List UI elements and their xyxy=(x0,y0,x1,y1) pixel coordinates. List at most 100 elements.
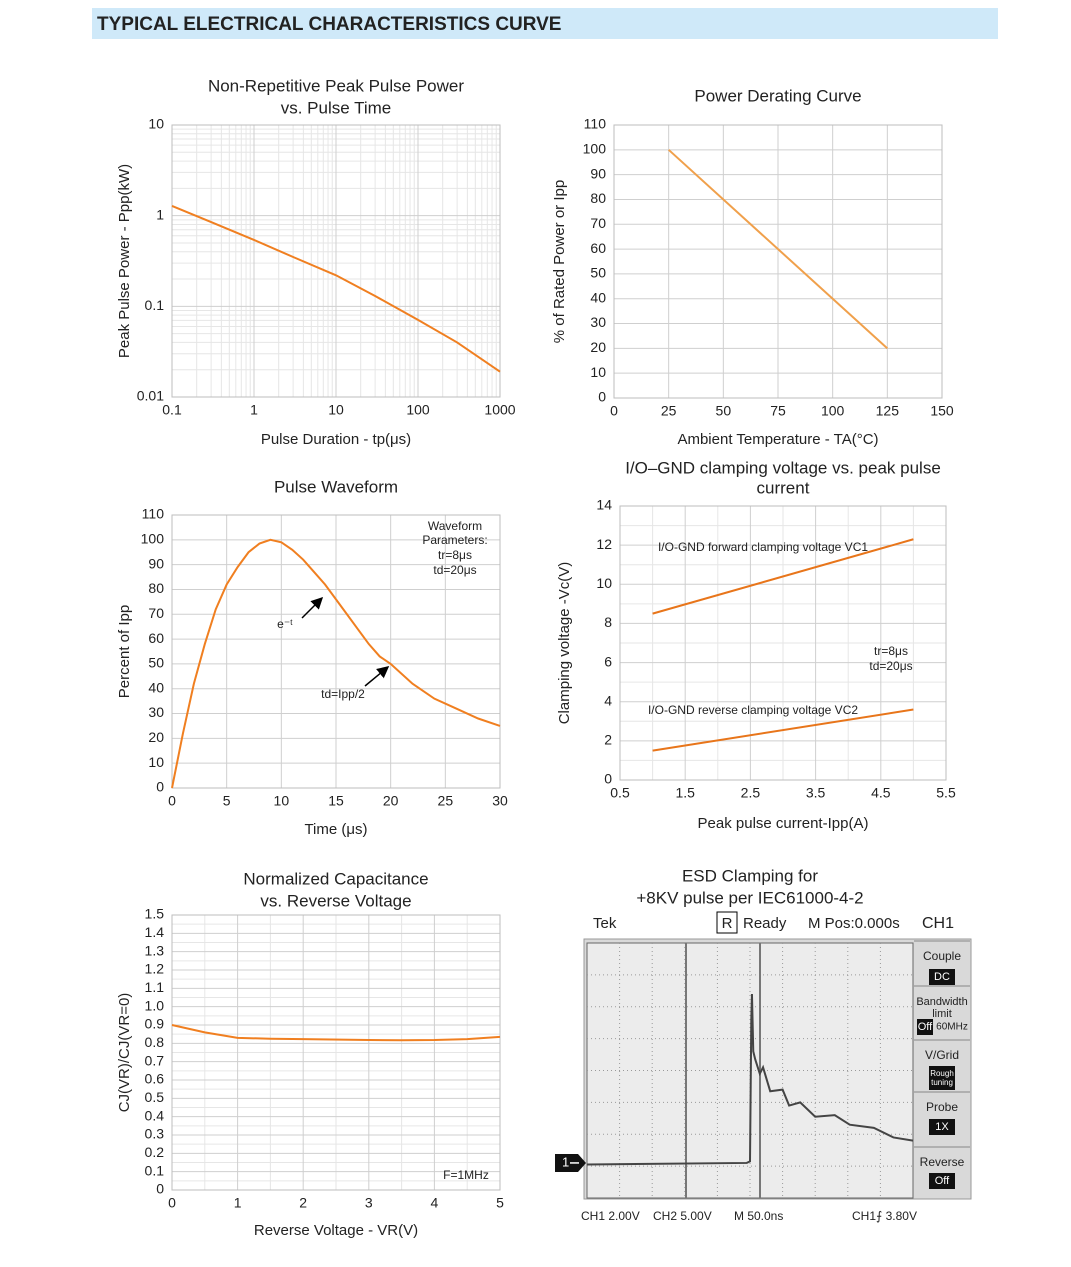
x-tick-label: 30 xyxy=(492,793,508,809)
plot-frame xyxy=(171,124,501,398)
x-tick-label: 0 xyxy=(610,403,618,419)
menu-value: 1X xyxy=(935,1121,949,1133)
y-tick-label: 0.6 xyxy=(145,1071,165,1087)
y-tick-label: 0.4 xyxy=(145,1107,165,1123)
annotation: td=20μs xyxy=(433,563,476,577)
x-tick-label: 25 xyxy=(661,403,677,419)
y-tick-label: 30 xyxy=(148,704,164,720)
x-tick-label: 4.5 xyxy=(871,785,891,801)
scope-header: Tek xyxy=(593,915,617,932)
plot-frame xyxy=(171,914,501,1191)
y-tick-label: 0.1 xyxy=(145,297,165,313)
y-tick-label: 0 xyxy=(598,389,606,405)
y-tick-label: 6 xyxy=(604,653,612,669)
menu-label: V/Grid xyxy=(925,1048,959,1062)
chart-title: Normalized Capacitance xyxy=(243,869,428,888)
y-tick-label: 20 xyxy=(148,729,164,745)
x-tick-label: 75 xyxy=(770,403,786,419)
scope-header: M Pos:0.000s xyxy=(808,915,900,932)
series-label: I/O-GND reverse clamping voltage VC2 xyxy=(648,703,858,717)
scope-footer: M 50.0ns xyxy=(734,1209,783,1223)
menu-label: Couple xyxy=(923,949,961,963)
data-line xyxy=(171,1024,501,1042)
data-line xyxy=(171,205,501,373)
menu-label: Bandwidth xyxy=(916,996,967,1008)
y-tick-label: 12 xyxy=(596,536,612,552)
y-axis-label: Peak Pulse Power - Ppp(kW) xyxy=(116,164,133,358)
y-tick-label: 1.0 xyxy=(145,997,165,1013)
y-tick-label: 1 xyxy=(156,206,164,222)
x-tick-label: 1.5 xyxy=(675,785,695,801)
y-tick-label: 1.3 xyxy=(145,942,165,958)
scope-header: CH1 xyxy=(922,915,954,932)
y-tick-label: 0 xyxy=(156,779,164,795)
y-tick-label: 14 xyxy=(596,497,612,513)
menu-value: Off xyxy=(935,1175,950,1187)
y-tick-label: 90 xyxy=(590,165,606,181)
y-tick-label: 90 xyxy=(148,555,164,571)
y-tick-label: 1.5 xyxy=(145,906,165,922)
x-tick-label: 1 xyxy=(234,1195,242,1211)
x-tick-label: 125 xyxy=(876,403,900,419)
x-axis-label: Reverse Voltage - VR(V) xyxy=(254,1222,418,1239)
x-axis-label: Time (μs) xyxy=(304,821,367,838)
menu-label: Reverse xyxy=(920,1155,965,1169)
annotation: td=Ipp/2 xyxy=(321,687,365,701)
annotation-arrow xyxy=(301,596,324,619)
plot-frame xyxy=(171,514,501,789)
x-tick-label: 0 xyxy=(168,1195,176,1211)
x-tick-label: 3 xyxy=(365,1195,373,1211)
y-tick-label: 70 xyxy=(590,215,606,231)
x-tick-label: 5.5 xyxy=(936,785,956,801)
menu-value-box xyxy=(929,969,955,985)
x-tick-label: 100 xyxy=(406,402,430,418)
y-tick-label: 0.7 xyxy=(145,1052,165,1068)
x-tick-label: 1000 xyxy=(484,402,515,418)
scope-footer: CH1 2.00V xyxy=(581,1209,640,1223)
x-axis-label: Peak pulse current-Ipp(A) xyxy=(698,815,869,832)
y-tick-label: 0.5 xyxy=(145,1089,165,1105)
y-tick-label: 1.2 xyxy=(145,961,165,977)
y-tick-label: 110 xyxy=(142,506,165,522)
x-tick-label: 5 xyxy=(223,793,231,809)
y-tick-label: 0.8 xyxy=(145,1034,165,1050)
x-tick-label: 15 xyxy=(328,793,344,809)
y-tick-label: 100 xyxy=(583,141,607,157)
x-tick-label: 5 xyxy=(496,1195,504,1211)
data-line xyxy=(667,149,889,350)
chart-title: Pulse Waveform xyxy=(274,477,398,496)
x-tick-label: 0.1 xyxy=(162,402,182,418)
annotation-arrow xyxy=(364,666,390,687)
y-tick-label: 50 xyxy=(148,655,164,671)
y-tick-label: 8 xyxy=(604,614,612,630)
menu-value: Off xyxy=(918,1021,933,1033)
y-tick-label: 20 xyxy=(590,339,606,355)
data-line xyxy=(171,538,501,789)
scope-header: Ready xyxy=(743,915,787,932)
menu-label: Probe xyxy=(926,1100,958,1114)
annotation: Parameters: xyxy=(422,533,487,547)
x-tick-label: 50 xyxy=(716,403,732,419)
x-tick-label: 2.5 xyxy=(741,785,761,801)
x-tick-label: 10 xyxy=(328,402,344,418)
y-tick-label: 10 xyxy=(590,364,606,380)
y-tick-label: 0.1 xyxy=(145,1162,165,1178)
menu-value: Rough xyxy=(930,1069,954,1078)
y-tick-label: 0.01 xyxy=(137,388,164,404)
ground-marker-label: 1 xyxy=(562,1154,569,1169)
y-tick-label: 110 xyxy=(584,116,607,132)
chart-title: ESD Clamping for xyxy=(682,866,818,885)
x-tick-label: 10 xyxy=(274,793,290,809)
x-tick-label: 3.5 xyxy=(806,785,826,801)
y-tick-label: 1.1 xyxy=(145,979,165,995)
status-box xyxy=(716,911,738,934)
y-axis-label: % of Rated Power or Ipp xyxy=(551,180,568,343)
y-tick-label: 1.4 xyxy=(145,924,165,940)
annotation: Waveform xyxy=(428,519,482,533)
page-title: TYPICAL ELECTRICAL CHARACTERISTICS CURVE xyxy=(97,14,561,35)
annotation: F=1MHz xyxy=(443,1168,489,1182)
y-tick-label: 0.2 xyxy=(145,1144,165,1160)
y-tick-label: 60 xyxy=(590,240,606,256)
x-tick-label: 4 xyxy=(431,1195,439,1211)
